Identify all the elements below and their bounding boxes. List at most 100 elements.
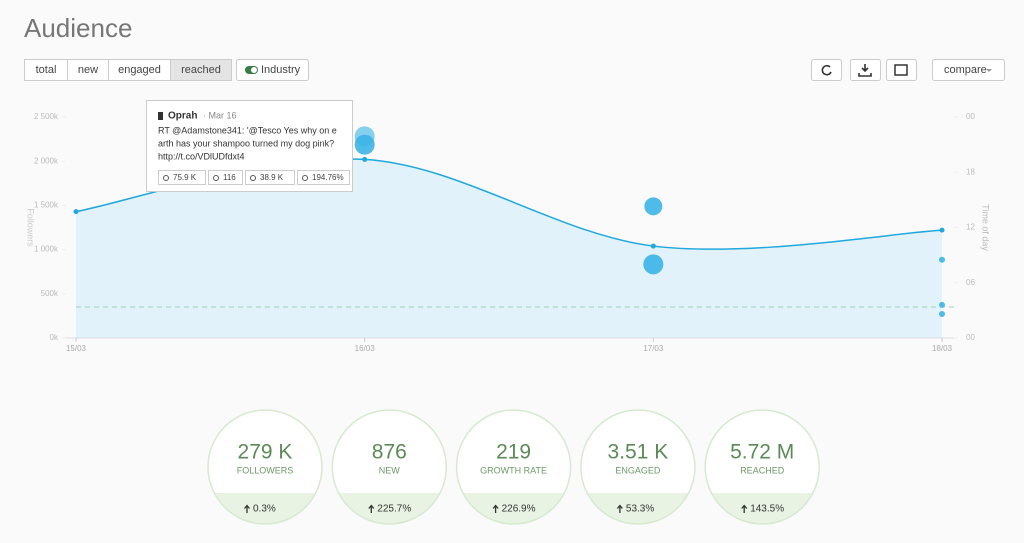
stat-change: 0.3%: [253, 504, 276, 515]
stat-change: 225.7%: [377, 504, 411, 515]
compare-label: compare: [944, 64, 987, 76]
tooltip-stat-icon: [163, 175, 169, 181]
tooltip-stat-frame: [245, 170, 295, 185]
caret: [986, 69, 992, 72]
y-tick-label: 500k: [41, 289, 59, 298]
stat-value: 3.51 K: [608, 441, 669, 464]
user-icon: [158, 112, 163, 120]
up-arrow: [244, 504, 250, 513]
tooltip-user: Oprah: [168, 111, 197, 122]
bubble[interactable]: [939, 256, 945, 263]
y2-tick-label: 00: [966, 112, 975, 121]
compare-button[interactable]: compare: [932, 59, 1005, 81]
tab[interactable]: reached: [170, 59, 232, 81]
stat-change: 53.3%: [626, 504, 654, 515]
up-arrow: [368, 504, 375, 513]
stat-label: GROWTH RATE: [480, 465, 547, 475]
stat-value: 219: [496, 441, 531, 464]
up-arrow: [492, 504, 499, 513]
stat-border: [455, 409, 572, 525]
download-button[interactable]: [850, 59, 881, 81]
bubble[interactable]: [354, 134, 375, 155]
y2-tick-label: 06: [966, 278, 975, 287]
x-tick-label: 18/03: [932, 344, 953, 353]
y2-axis-label: Time of day: [981, 204, 991, 251]
y2-tick-label: 00: [966, 333, 975, 342]
download-icon: [858, 64, 872, 77]
stat-border: [580, 409, 696, 525]
y-tick-label: 2 500k: [34, 112, 59, 121]
bubble[interactable]: [643, 254, 664, 275]
x-tick-label: 16/03: [355, 344, 376, 353]
tab-label: total: [36, 64, 57, 76]
stat-label: REACHED: [740, 465, 785, 475]
stat-label: ENGAGED: [615, 465, 661, 475]
stat-value: 876: [372, 441, 407, 464]
stat-change: 143.5%: [750, 504, 784, 515]
point: [362, 156, 368, 162]
toggle-knob: [251, 67, 257, 73]
point: [939, 227, 945, 233]
tab-label: reached: [181, 64, 221, 76]
bubble[interactable]: [939, 311, 945, 318]
stat-change: 226.9%: [502, 504, 536, 515]
y-tick-label: 0k: [50, 333, 59, 342]
tooltip-text: http://t.co/VDlUDfdxt4: [158, 151, 245, 161]
tooltip-stat: 75.9 K: [173, 173, 197, 182]
button-frame: [932, 59, 1005, 81]
tooltip-stat-icon: [302, 175, 308, 181]
x-tick-label: 15/03: [66, 344, 87, 353]
up-arrow: [616, 504, 623, 513]
tooltip-stat-icon: [213, 175, 219, 181]
y2-tick-label: 18: [966, 167, 975, 176]
y-tick-label: 1 500k: [34, 201, 59, 210]
stat-border: [331, 409, 448, 525]
x-tick-label: 17/03: [643, 344, 664, 353]
tooltip-stat-frame: [158, 170, 206, 185]
button-frame: [811, 59, 842, 81]
button-frame: [886, 59, 917, 81]
tab-label: new: [78, 64, 98, 76]
tooltip: Oprah · Mar 16 RT @Adamstone341: '@Tesco Y…: [146, 100, 353, 192]
y2-tick-label: 12: [966, 223, 975, 232]
bubble[interactable]: [939, 301, 945, 308]
area: [76, 158, 942, 338]
tooltip-stat-icon: [250, 175, 256, 181]
page-title: Audience: [24, 13, 132, 43]
point: [73, 209, 79, 215]
refresh-button[interactable]: [811, 59, 842, 81]
image-button[interactable]: [886, 59, 917, 81]
y-tick-label: 2 000k: [34, 156, 59, 165]
stat-value: 279 K: [238, 441, 293, 464]
tooltip-stat: 116: [223, 173, 236, 182]
y-tick-label: 1 000k: [34, 245, 59, 254]
stat-label: FOLLOWERS: [237, 465, 294, 475]
tab[interactable]: total: [24, 59, 68, 81]
tab-label: engaged: [118, 64, 161, 76]
tab[interactable]: new: [67, 59, 109, 81]
image-icon: [894, 64, 908, 76]
tooltip-date: · Mar 16: [203, 110, 237, 120]
tooltip-stat: 38.9 K: [260, 173, 284, 182]
up-arrow: [741, 504, 748, 513]
stat-value: 5.72 M: [730, 441, 794, 464]
y-axis-label: Followers: [26, 208, 36, 247]
toggle-label: Industry: [261, 64, 301, 76]
stat-border: [704, 409, 820, 525]
tooltip-text: RT @Adamstone341: '@Tesco Yes why on e: [158, 125, 337, 135]
bubble[interactable]: [644, 197, 663, 216]
refresh-icon: [821, 64, 832, 76]
stat-border: [207, 409, 323, 525]
tooltip-text: arth has your shampoo turned my dog pink…: [158, 138, 334, 148]
toggle-button[interactable]: Industry: [236, 59, 309, 81]
stat-label: NEW: [379, 465, 401, 475]
tab[interactable]: engaged: [108, 59, 171, 81]
tooltip-stat-frame: [208, 170, 243, 185]
tab-frame: [170, 59, 232, 81]
tooltip-stat: 194.76%: [312, 173, 344, 182]
tooltip-stat-frame: [297, 170, 350, 185]
toggle-frame: [236, 59, 309, 81]
